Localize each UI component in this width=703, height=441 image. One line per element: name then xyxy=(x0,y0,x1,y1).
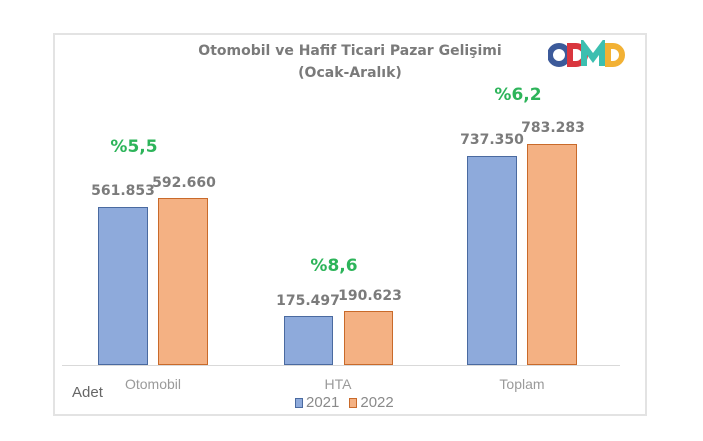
legend-label-2021: 2021 xyxy=(306,394,340,411)
legend-swatch-2022-icon xyxy=(349,397,358,408)
odmd-logo-icon xyxy=(548,40,625,67)
growth-label-otomobil: %5,5 xyxy=(110,137,158,157)
x-axis-line xyxy=(62,365,620,366)
value-label-toplam-2022: 783.283 xyxy=(521,120,585,136)
chart-subtitle: (Ocak-Aralık) xyxy=(298,65,402,81)
value-label-otomobil-2021: 561.853 xyxy=(91,183,155,199)
category-label-toplam: Toplam xyxy=(499,376,545,392)
category-label-hta: HTA xyxy=(324,376,352,392)
category-label-otomobil: Otomobil xyxy=(124,376,182,392)
value-label-hta-2021: 175.497 xyxy=(276,293,340,309)
legend-swatch-2021-icon xyxy=(295,397,303,408)
legend: 2021 2022 xyxy=(295,394,394,411)
bar-hta-2022 xyxy=(344,311,393,365)
legend-item-2021: 2021 xyxy=(295,394,339,411)
chart-title: Otomobil ve Hafif Ticari Pazar Gelişimi xyxy=(198,43,502,59)
bar-toplam-2022 xyxy=(527,144,577,365)
legend-item-2022: 2022 xyxy=(349,394,394,411)
value-label-toplam-2021: 737.350 xyxy=(460,132,524,148)
growth-label-hta: %8,6 xyxy=(310,256,358,276)
legend-label-2022: 2022 xyxy=(360,394,394,411)
bar-toplam-2021 xyxy=(467,156,517,365)
value-label-otomobil-2022: 592.660 xyxy=(152,175,216,191)
bar-otomobil-2022 xyxy=(158,198,208,365)
bar-otomobil-2021 xyxy=(98,207,148,365)
unit-label: Adet xyxy=(72,384,103,401)
growth-label-toplam: %6,2 xyxy=(494,85,542,105)
bar-hta-2021 xyxy=(284,316,333,365)
value-label-hta-2022: 190.623 xyxy=(338,288,402,304)
